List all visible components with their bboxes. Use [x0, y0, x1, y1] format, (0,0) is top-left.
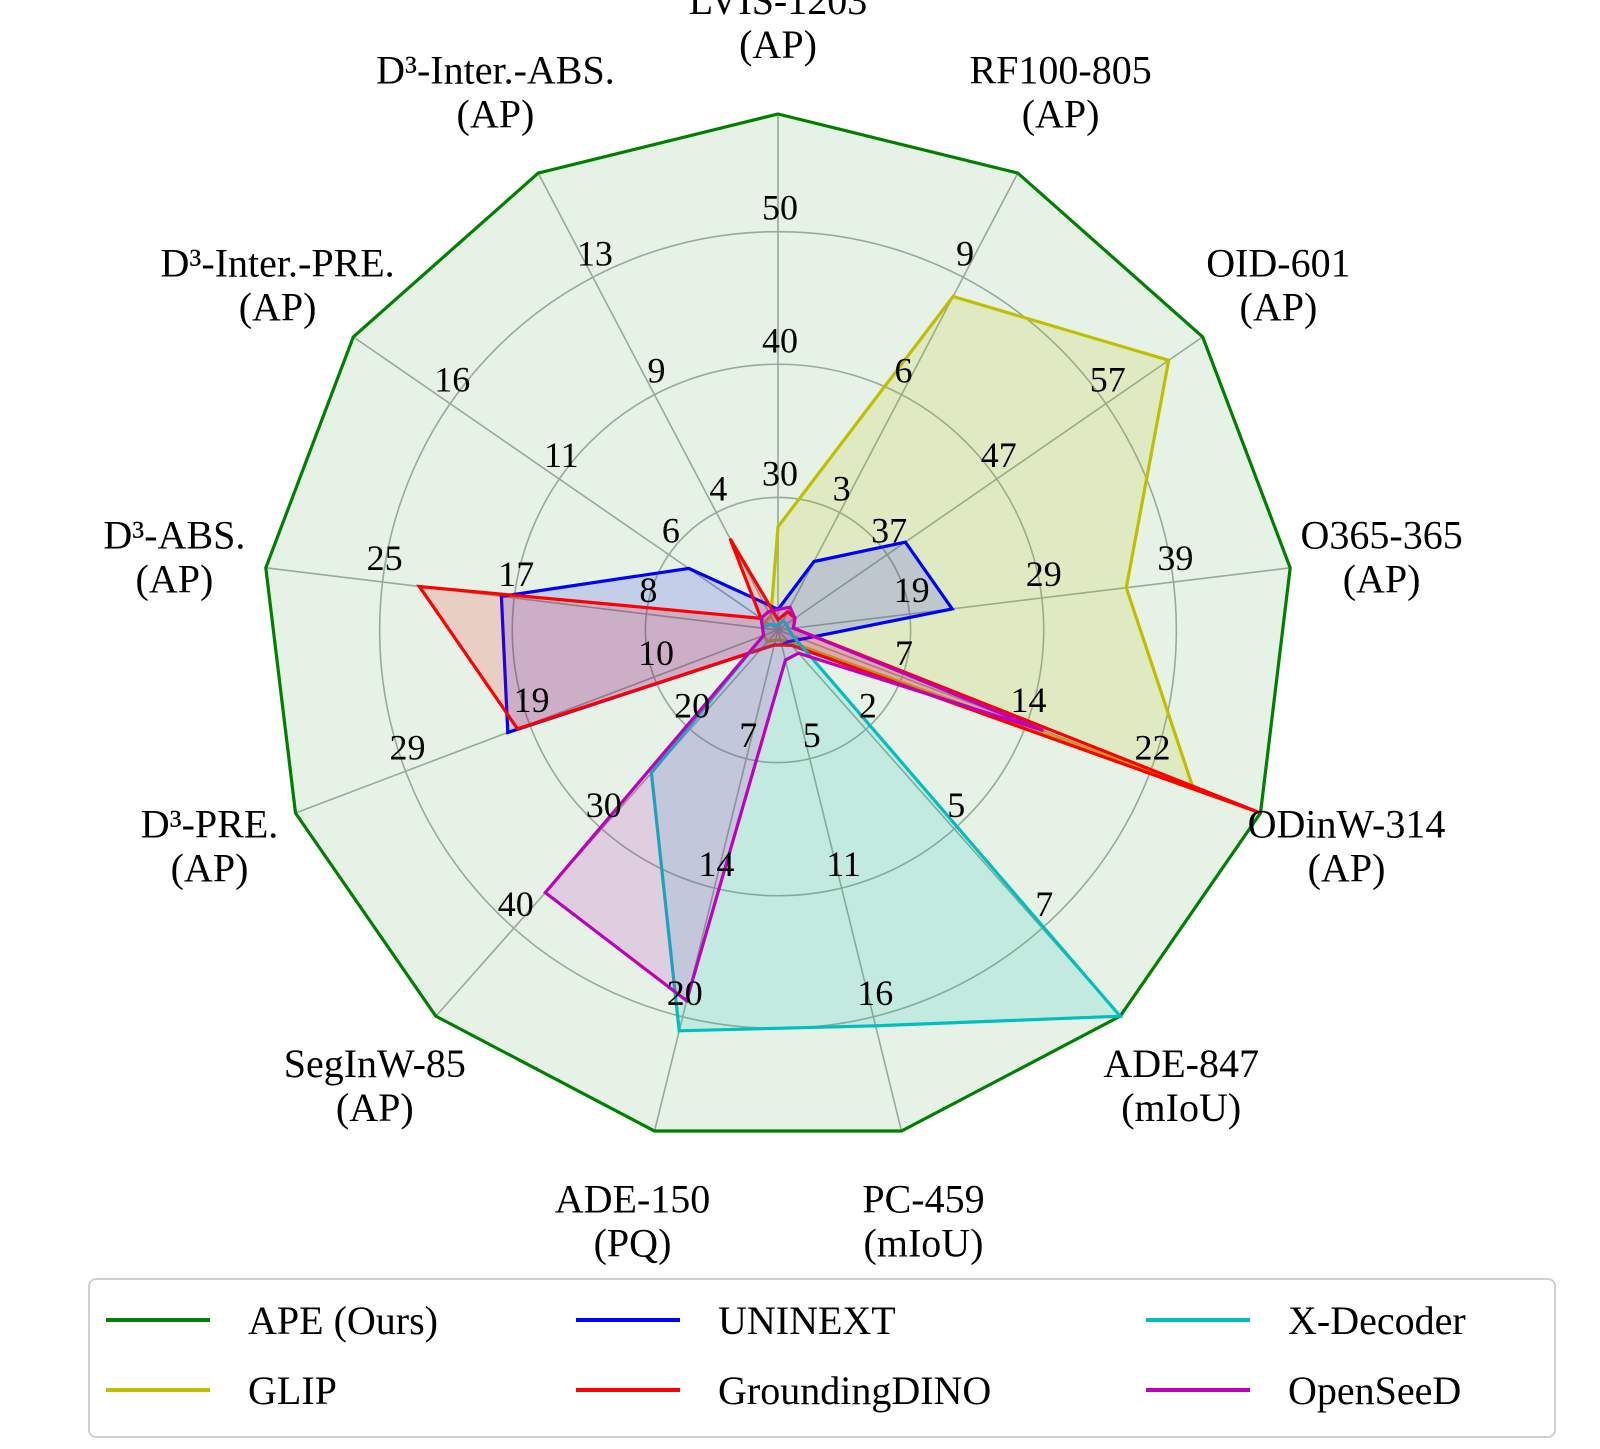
tick-label: 40: [498, 884, 534, 924]
tick-label: 30: [762, 453, 798, 493]
grid-spoke: [265, 567, 779, 631]
tick-label: 29: [390, 727, 426, 767]
grid-spoke: [777, 336, 1204, 631]
grid-spoke: [777, 629, 903, 1132]
axis-label-d-pre: D³-PRE. (AP): [141, 802, 279, 891]
axis-label-lvis-1203: LVIS-1203 (AP): [689, 0, 868, 67]
tick-label: 22: [1135, 727, 1171, 767]
radar-series: [264, 112, 1292, 1133]
tick-label: 6: [895, 351, 913, 391]
legend-label: OpenSeeD: [1288, 1367, 1462, 1413]
axis-label-o365-365: O365-365 (AP): [1300, 513, 1462, 602]
legend-swatch: [576, 1318, 680, 1322]
tick-label: 39: [1157, 538, 1193, 578]
tick-label: 50: [762, 188, 798, 228]
tick-label: 40: [762, 320, 798, 360]
tick-label: 19: [894, 570, 930, 610]
legend-item-x-decoder: X-Decoder: [1146, 1290, 1466, 1350]
tick-label: 3: [833, 469, 851, 509]
tick-label: 37: [871, 511, 907, 551]
legend-label: X-Decoder: [1288, 1297, 1466, 1343]
tick-label: 29: [1026, 554, 1062, 594]
axis-label-ade-150: ADE-150 (PQ): [555, 1176, 711, 1265]
tick-label: 7: [1035, 884, 1053, 924]
axis-label-pc-459: PC-459 (mIoU): [862, 1176, 984, 1265]
legend-swatch: [576, 1388, 680, 1392]
axis-label-rf100-805: RF100-805 (AP): [969, 48, 1151, 137]
axis-label-d-inter-abs: D³-Inter.-ABS. (AP): [376, 48, 615, 137]
series-area-ape-ours: [265, 114, 1291, 1131]
legend-label: GroundingDINO: [718, 1367, 992, 1413]
tick-label: 9: [648, 351, 666, 391]
tick-label: 13: [577, 233, 613, 273]
grid-spoke: [653, 629, 779, 1132]
tick-label: 2: [859, 685, 877, 725]
series-line-ape-ours: [264, 112, 1292, 1133]
series-line-openseed: [542, 605, 1045, 1004]
tick-label: 7: [895, 633, 913, 673]
series-line-x-decoder: [649, 618, 1124, 1033]
tick-label: 10: [638, 633, 674, 673]
tick-label: 9: [956, 233, 974, 273]
legend-label: GLIP: [248, 1367, 337, 1413]
axis-label-d-inter-pre: D³-Inter.-PRE. (AP): [161, 241, 395, 330]
legend-item-ape-ours: APE (Ours): [106, 1290, 438, 1350]
legend-item-openseed: OpenSeeD: [1146, 1360, 1461, 1420]
tick-label: 30: [586, 785, 622, 825]
axis-label-d-abs: D³-ABS. (AP): [103, 513, 245, 602]
tick-label: 6: [662, 511, 680, 551]
axis-label-seginw-85: SegInW-85 (AP): [284, 1041, 466, 1130]
tick-label: 47: [981, 435, 1017, 475]
legend-swatch: [106, 1318, 210, 1322]
tick-label: 16: [857, 973, 893, 1013]
tick-label: 5: [947, 785, 965, 825]
tick-label: 19: [514, 680, 550, 720]
series-glip: [760, 294, 1196, 791]
tick-label: 17: [498, 554, 534, 594]
tick-label: 16: [434, 360, 470, 400]
tick-label: 11: [826, 844, 861, 884]
series-openseed: [542, 605, 1045, 1004]
axis-label-ade-847: ADE-847 (mIoU): [1103, 1041, 1259, 1130]
grid-spoke: [777, 567, 1291, 631]
series-ape-ours: [264, 112, 1292, 1133]
series-area-openseed: [545, 607, 1044, 1001]
legend-swatch: [1146, 1318, 1250, 1322]
axis-label-oid-601: OID-601 (AP): [1206, 241, 1350, 330]
tick-label: 25: [367, 538, 403, 578]
series-area-glip: [762, 296, 1193, 788]
legend-label: APE (Ours): [248, 1297, 438, 1343]
legend-swatch: [1146, 1388, 1250, 1392]
axis-label-odinw-314: ODinW-314 (AP): [1248, 802, 1446, 891]
legend-label: UNINEXT: [718, 1297, 896, 1343]
legend-item-glip: GLIP: [106, 1360, 337, 1420]
tick-label: 20: [667, 973, 703, 1013]
chart-legend: APE (Ours) GLIP UNINEXT GroundingDINO X-Deco…: [88, 1278, 1556, 1438]
legend-item-groundingdino: GroundingDINO: [576, 1360, 991, 1420]
tick-label: 14: [1011, 680, 1047, 720]
legend-swatch: [106, 1388, 210, 1392]
tick-label: 5: [803, 715, 821, 755]
grid-spoke: [777, 172, 1019, 631]
legend-item-uninext: UNINEXT: [576, 1290, 896, 1350]
tick-label: 11: [544, 435, 579, 475]
tick-label: 7: [739, 715, 757, 755]
tick-label: 8: [639, 570, 657, 610]
tick-label: 14: [698, 844, 734, 884]
tick-label: 57: [1090, 360, 1126, 400]
tick-label: 4: [709, 469, 727, 509]
series-area-uninext: [501, 542, 953, 733]
grid-spoke: [435, 629, 779, 1017]
grid-spoke: [352, 336, 779, 631]
series-line-glip: [760, 294, 1196, 791]
radar-axis-labels: LVIS-1203 (AP) RF100-805 (AP) OID-601 (AP) O36…: [103, 0, 1462, 1265]
tick-label: 20: [674, 685, 710, 725]
